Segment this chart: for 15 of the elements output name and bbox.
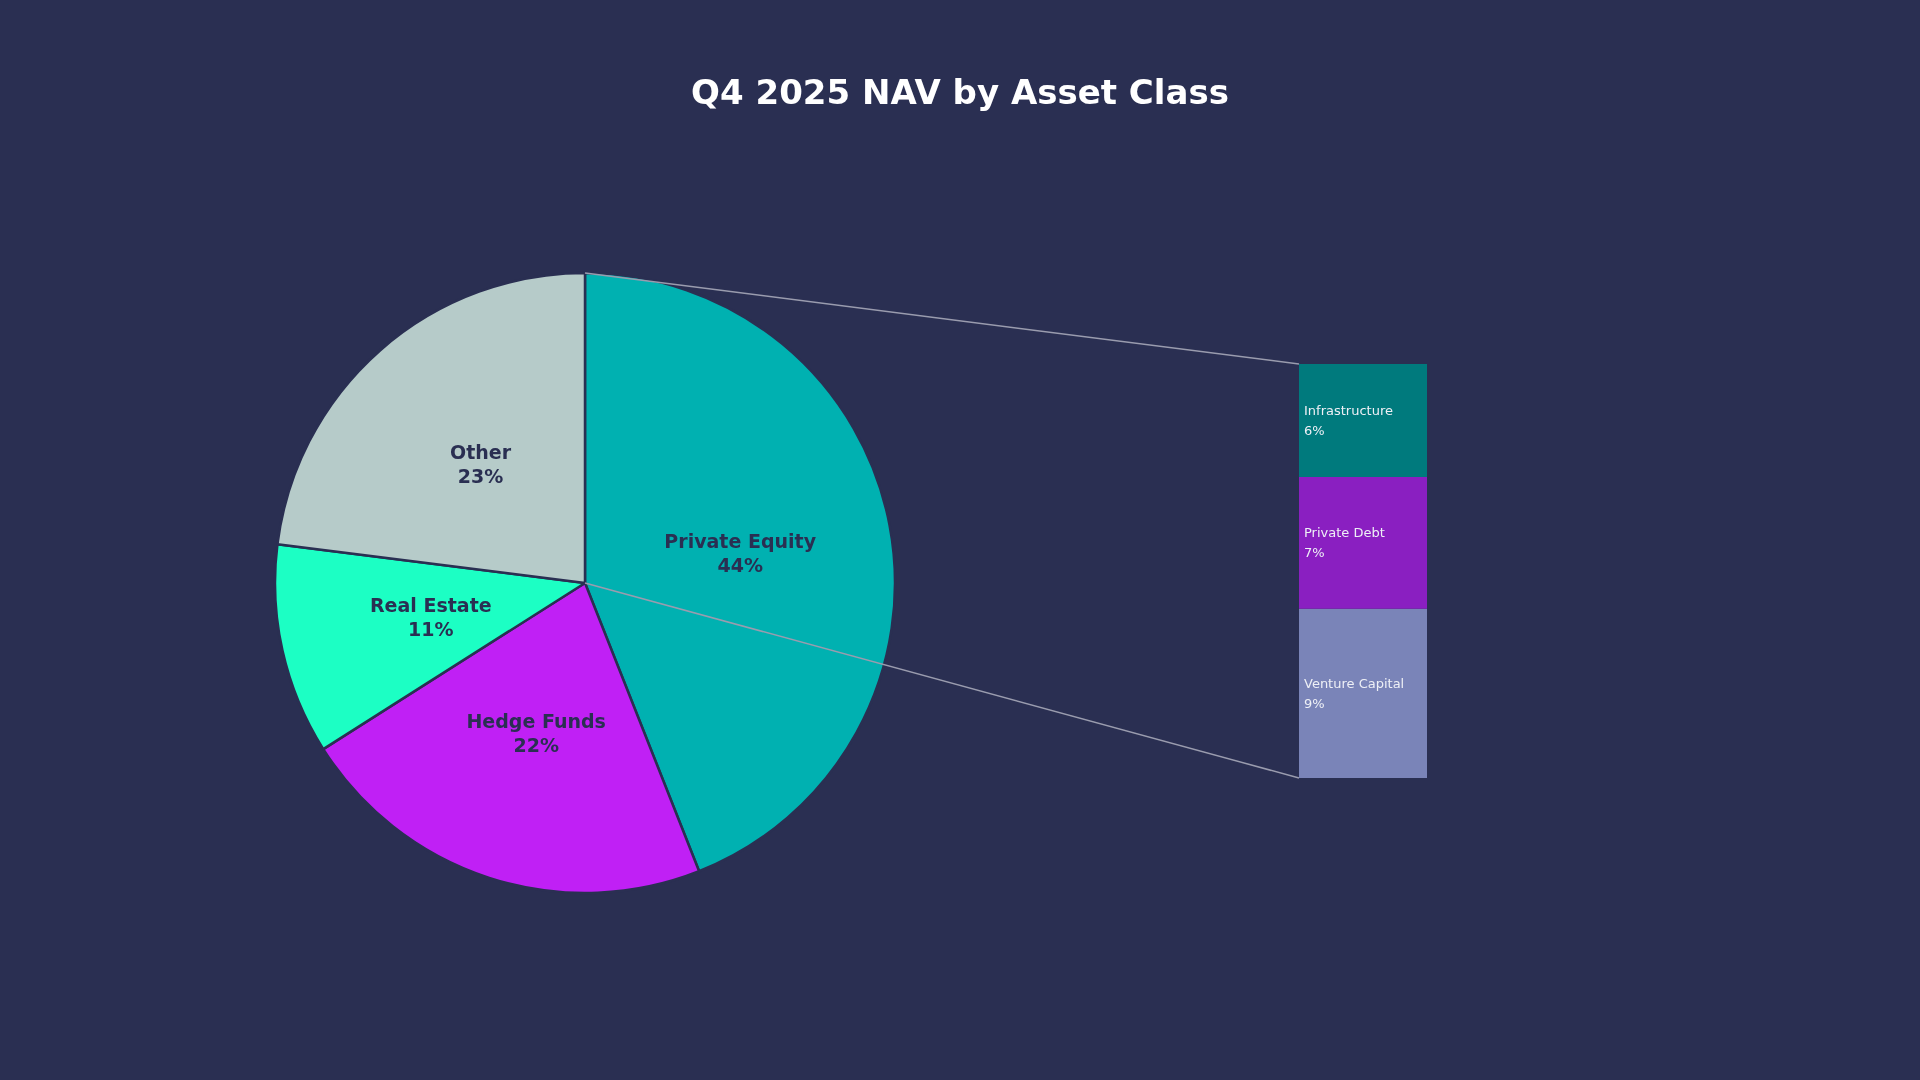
data-label: 7% bbox=[1304, 545, 1325, 561]
data-label: 11% bbox=[408, 618, 454, 641]
data-label: 6% bbox=[1304, 422, 1325, 438]
series-label: Private Debt bbox=[1304, 525, 1385, 541]
slice-label: Other bbox=[450, 441, 512, 464]
data-label: 44% bbox=[717, 554, 763, 577]
chart-title: Q4 2025 NAV by Asset Class bbox=[691, 72, 1229, 112]
slice-label: Hedge Funds bbox=[466, 710, 606, 733]
series-label: Venture Capital bbox=[1304, 675, 1405, 691]
data-label: 9% bbox=[1304, 695, 1325, 711]
slice-label: Private Equity bbox=[664, 530, 817, 553]
slice-label: Real Estate bbox=[369, 594, 492, 617]
series-label: Infrastructure bbox=[1304, 402, 1393, 418]
data-label: 23% bbox=[457, 465, 504, 488]
data-label: 22% bbox=[513, 734, 559, 757]
